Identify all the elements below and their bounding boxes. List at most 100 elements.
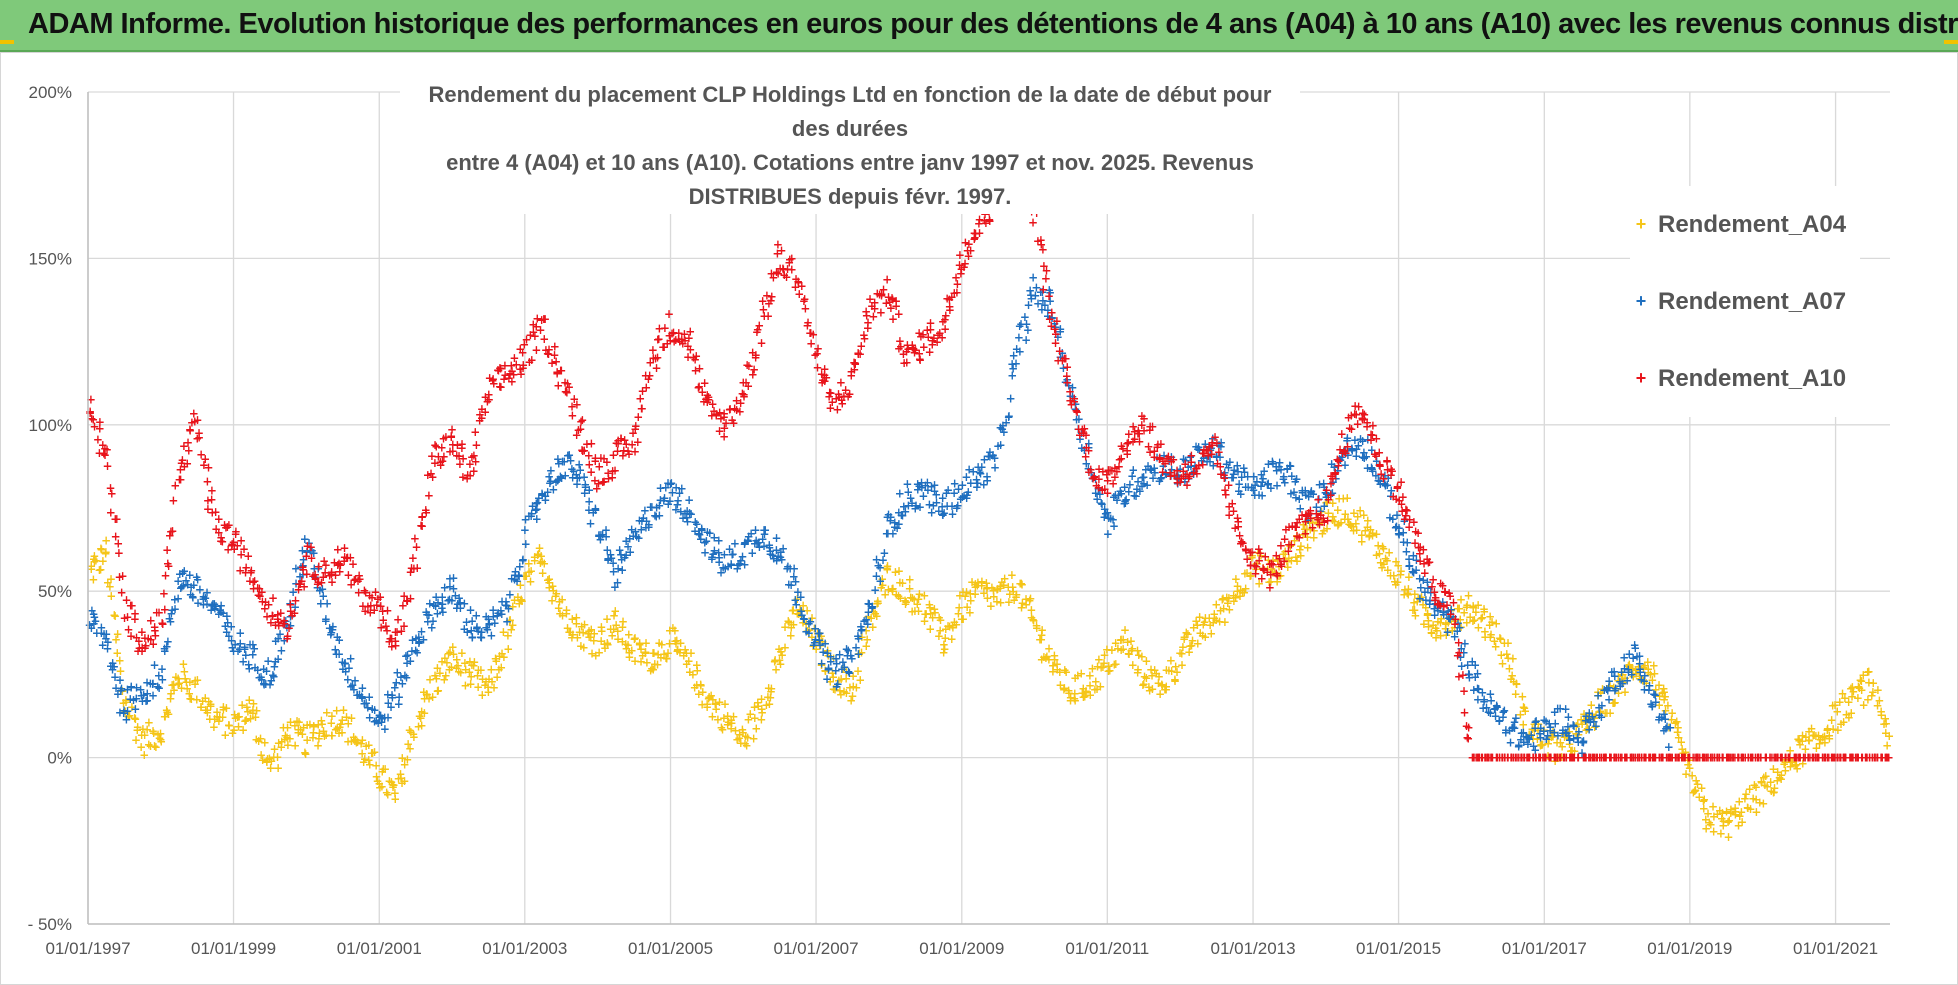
data-point: + xyxy=(430,668,440,682)
corner-accent xyxy=(0,40,14,44)
data-point: + xyxy=(766,685,776,699)
data-point: + xyxy=(684,654,694,668)
data-point: + xyxy=(1095,680,1105,694)
data-point: + xyxy=(638,648,648,662)
data-point: + xyxy=(1280,552,1290,566)
data-point: + xyxy=(218,700,228,714)
data-point: + xyxy=(146,739,156,753)
data-point: + xyxy=(1688,786,1698,800)
data-point: + xyxy=(1661,703,1671,717)
data-point: + xyxy=(1219,601,1229,615)
data-point: + xyxy=(704,691,714,705)
data-point: + xyxy=(230,708,240,722)
data-point: + xyxy=(1049,649,1059,663)
data-point: + xyxy=(558,609,568,623)
data-point: + xyxy=(405,723,415,737)
data-point: + xyxy=(332,703,342,717)
data-point: + xyxy=(1113,641,1123,655)
data-point: + xyxy=(879,546,889,560)
data-point: + xyxy=(1062,369,1072,383)
data-point: + xyxy=(1692,777,1702,791)
data-point: + xyxy=(537,555,547,569)
data-point: + xyxy=(1423,608,1433,622)
data-point: + xyxy=(1118,633,1128,647)
data-point: + xyxy=(205,712,215,726)
data-point: + xyxy=(1343,439,1353,453)
data-point: + xyxy=(1560,727,1570,741)
data-point: + xyxy=(845,387,855,401)
data-point: + xyxy=(1737,815,1747,829)
data-point: + xyxy=(888,584,898,598)
data-point: + xyxy=(723,715,733,729)
data-point: + xyxy=(627,643,637,657)
data-point: + xyxy=(1421,601,1431,615)
data-point: + xyxy=(1383,563,1393,577)
data-point: + xyxy=(266,754,276,768)
data-point: + xyxy=(163,556,173,570)
data-point: + xyxy=(548,584,558,598)
data-point: + xyxy=(1085,688,1095,702)
data-point: + xyxy=(308,725,318,739)
data-point: + xyxy=(284,621,294,635)
data-point: + xyxy=(1258,561,1268,575)
data-point: + xyxy=(130,607,140,621)
data-point: + xyxy=(127,700,137,714)
data-point: + xyxy=(888,581,898,595)
data-point: + xyxy=(285,731,295,745)
data-point: + xyxy=(1630,663,1640,677)
data-point: + xyxy=(1295,543,1305,557)
data-point: + xyxy=(1216,604,1226,618)
data-point: + xyxy=(295,722,305,736)
data-point: + xyxy=(290,718,300,732)
data-point: + xyxy=(1385,569,1395,583)
data-point: + xyxy=(1006,392,1016,406)
data-point: + xyxy=(1734,818,1744,832)
data-point: + xyxy=(723,709,733,723)
data-point: + xyxy=(1141,654,1151,668)
data-point: + xyxy=(202,706,212,720)
data-point: + xyxy=(568,627,578,641)
data-point: + xyxy=(621,641,631,655)
data-point: + xyxy=(1048,664,1058,678)
data-point: + xyxy=(661,651,671,665)
data-point: + xyxy=(273,750,283,764)
data-point: + xyxy=(777,648,787,662)
data-point: + xyxy=(767,289,777,303)
data-point: + xyxy=(96,541,106,555)
data-point: + xyxy=(495,649,505,663)
data-point: + xyxy=(1643,655,1653,669)
data-point: + xyxy=(1614,686,1624,700)
data-point: + xyxy=(194,426,204,440)
data-point: + xyxy=(771,662,781,676)
data-point: + xyxy=(1126,643,1136,657)
data-point: + xyxy=(377,765,387,779)
data-point: + xyxy=(144,716,154,730)
data-point: + xyxy=(757,702,767,716)
data-point: + xyxy=(1032,621,1042,635)
data-point: + xyxy=(1647,673,1657,687)
data-point: + xyxy=(1624,657,1634,671)
data-point: + xyxy=(807,630,817,644)
data-point: + xyxy=(1718,818,1728,832)
data-point: + xyxy=(476,663,486,677)
data-point: + xyxy=(498,625,508,639)
data-point: + xyxy=(155,727,165,741)
data-point: + xyxy=(266,761,276,775)
data-point: + xyxy=(648,663,658,677)
chart-title-line-2: entre 4 (A04) et 10 ans (A10). Cotations… xyxy=(410,146,1290,214)
data-point: + xyxy=(1537,737,1547,751)
data-point: + xyxy=(702,697,712,711)
data-point: + xyxy=(494,662,504,676)
data-point: + xyxy=(596,634,606,648)
data-point: + xyxy=(337,713,347,727)
data-point: + xyxy=(111,632,121,646)
data-point: + xyxy=(1462,598,1472,612)
data-point: + xyxy=(728,710,738,724)
data-point: + xyxy=(1283,560,1293,574)
data-point: + xyxy=(1657,686,1667,700)
data-point: + xyxy=(1393,559,1403,573)
data-point: + xyxy=(1184,645,1194,659)
data-point: + xyxy=(1116,633,1126,647)
data-point: + xyxy=(1390,574,1400,588)
data-point: + xyxy=(469,655,479,669)
